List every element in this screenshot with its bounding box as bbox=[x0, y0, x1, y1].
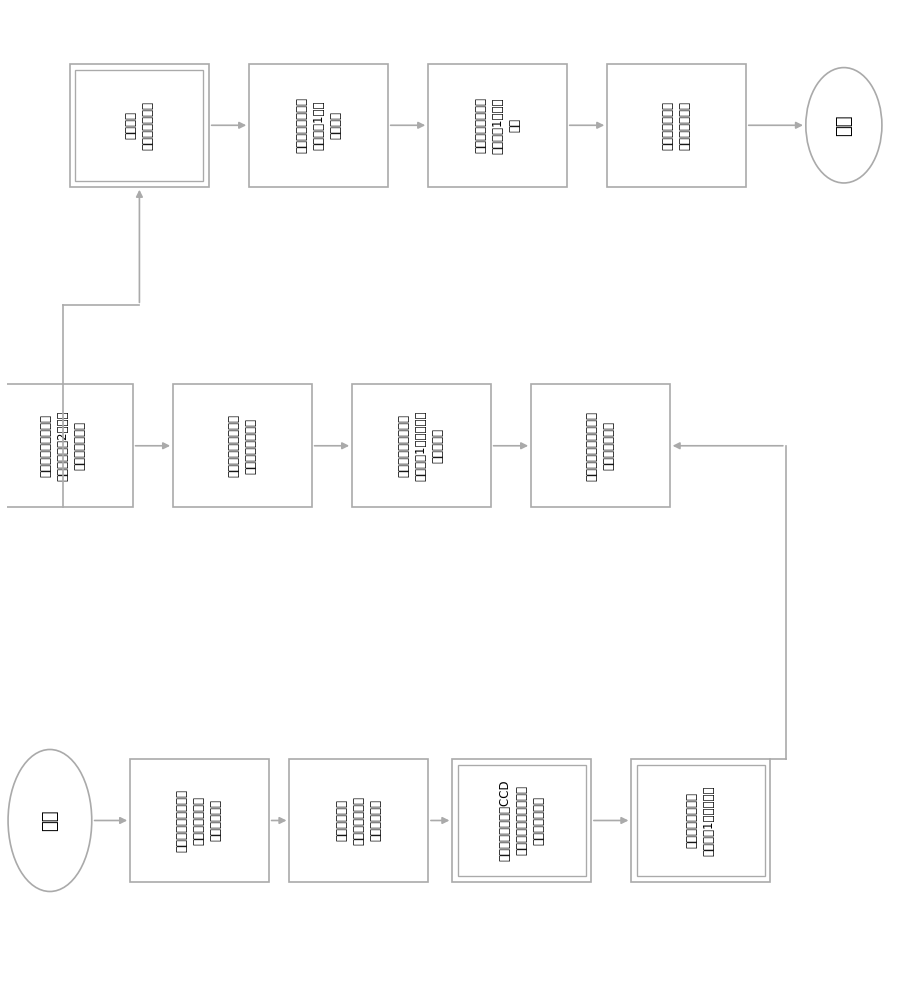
Text: 线性求解手眼系统中
手眼关系旋转矩阵: 线性求解手眼系统中 手眼关系旋转矩阵 bbox=[227, 414, 257, 477]
FancyBboxPatch shape bbox=[531, 384, 670, 507]
Text: 结束: 结束 bbox=[834, 115, 853, 136]
Text: 建立手眼系统
各参照坐标系的
坐标转换关系: 建立手眼系统 各参照坐标系的 坐标转换关系 bbox=[335, 796, 382, 845]
FancyBboxPatch shape bbox=[70, 64, 209, 187]
Text: 建立手眼系统中的CCD
成像平面和世界坐标系
的坐标转换关系: 建立手眼系统中的CCD 成像平面和世界坐标系 的坐标转换关系 bbox=[498, 780, 545, 861]
Text: 线性求解
特征点目标深度: 线性求解 特征点目标深度 bbox=[125, 101, 155, 150]
Text: 再控制手眼系统中的
摄像机做1次线性无关
的平移运动: 再控制手眼系统中的 摄像机做1次线性无关 的平移运动 bbox=[398, 411, 445, 481]
Text: 开始: 开始 bbox=[41, 810, 59, 831]
FancyBboxPatch shape bbox=[0, 384, 133, 507]
Text: 再控制手眼系统中的
摄像机继续做2次线性
无关的平移运动: 再控制手眼系统中的 摄像机继续做2次线性 无关的平移运动 bbox=[40, 411, 87, 481]
Text: 建立摄像机成像系统
各参照坐标系的
坐标转换关系: 建立摄像机成像系统 各参照坐标系的 坐标转换关系 bbox=[176, 789, 223, 852]
FancyBboxPatch shape bbox=[249, 64, 388, 187]
FancyBboxPatch shape bbox=[173, 384, 312, 507]
FancyBboxPatch shape bbox=[453, 759, 591, 882]
FancyBboxPatch shape bbox=[631, 759, 770, 882]
Ellipse shape bbox=[806, 68, 882, 183]
FancyBboxPatch shape bbox=[607, 64, 746, 187]
Ellipse shape bbox=[8, 749, 92, 891]
FancyBboxPatch shape bbox=[130, 759, 269, 882]
Text: 控制手眼系统中的
摄像机做1次虚拟
旋转: 控制手眼系统中的 摄像机做1次虚拟 旋转 bbox=[474, 97, 521, 154]
Text: 控制手眼系统中的
摄像机做1次平移运动: 控制手眼系统中的 摄像机做1次平移运动 bbox=[685, 785, 715, 856]
Text: 实现对手眼关系
平移向量的标定: 实现对手眼关系 平移向量的标定 bbox=[662, 101, 692, 150]
Text: 线性求解手眼系统中的
摄像机内参矩阵: 线性求解手眼系统中的 摄像机内参矩阵 bbox=[585, 411, 615, 481]
FancyBboxPatch shape bbox=[352, 384, 491, 507]
FancyBboxPatch shape bbox=[289, 759, 428, 882]
Text: 控制手眼系统中的
摄像机做1次实
旋转运动: 控制手眼系统中的 摄像机做1次实 旋转运动 bbox=[295, 97, 342, 153]
FancyBboxPatch shape bbox=[428, 64, 567, 187]
